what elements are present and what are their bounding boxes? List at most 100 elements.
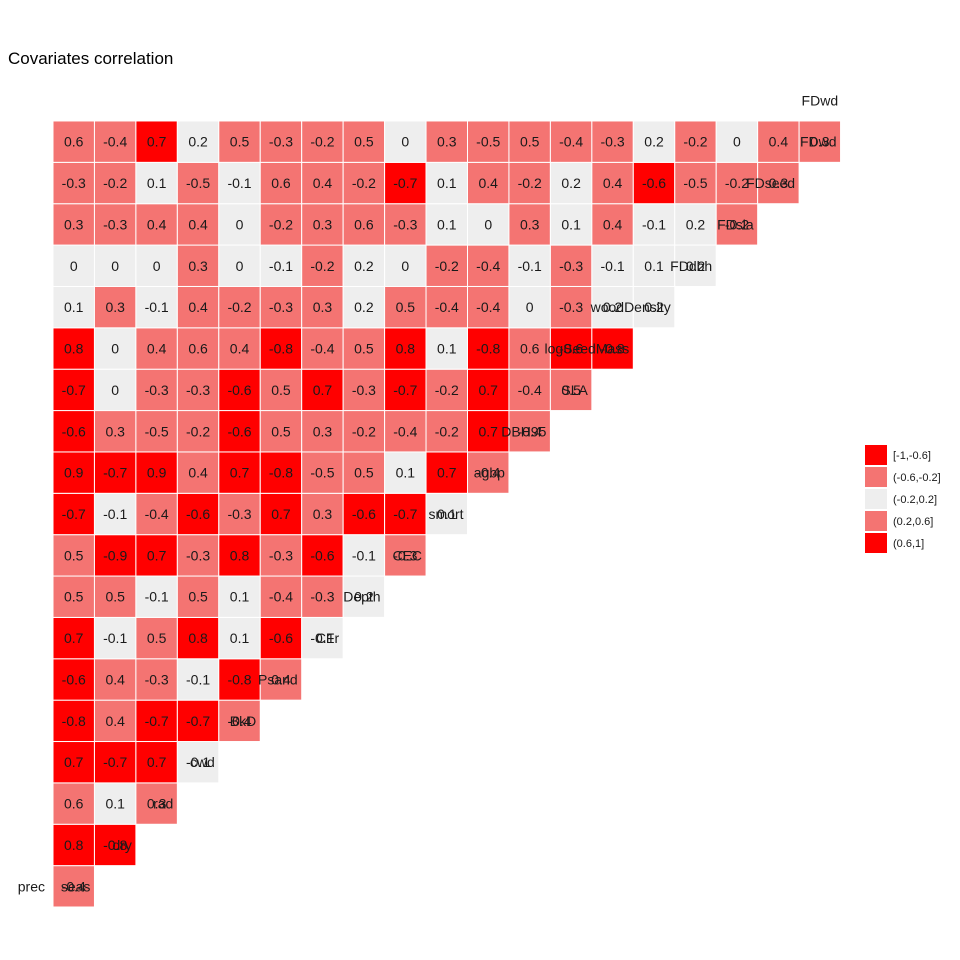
heatmap-cell <box>93 410 137 453</box>
heatmap-cell <box>342 327 386 370</box>
heatmap-cell <box>52 575 95 618</box>
heatmap-cell <box>259 161 303 205</box>
cell-value-label: -0.4 <box>145 506 169 522</box>
cell-value-label: -0.5 <box>476 134 500 150</box>
cell-value-label: 0.4 <box>105 671 125 687</box>
heatmap-cell <box>52 823 95 867</box>
cell-value-label: 0.7 <box>64 630 84 646</box>
cell-value-label: 0.1 <box>230 630 250 646</box>
cell-value-label: -0.8 <box>601 341 625 357</box>
cell-value-label: 0.2 <box>686 258 706 274</box>
cell-value-label: 0.4 <box>769 134 789 150</box>
cell-value-label: -0.2 <box>352 423 376 439</box>
heatmap-cell <box>301 120 344 163</box>
cell-value-label: -0.6 <box>62 671 86 687</box>
heatmap-cell <box>508 203 551 246</box>
cell-value-label: -0.3 <box>393 547 417 563</box>
variable-label: FDwd <box>802 92 839 108</box>
cell-value-label: 0.5 <box>64 589 84 605</box>
cell-value-label: -0.7 <box>62 382 86 398</box>
heatmap-cell <box>259 410 303 453</box>
heatmap-cell <box>342 575 386 618</box>
heatmap-cell <box>218 327 261 370</box>
heatmap-cell <box>218 285 261 329</box>
heatmap-cell <box>425 161 468 205</box>
heatmap-cell <box>93 699 137 743</box>
heatmap-cell <box>301 203 344 246</box>
heatmap-cell <box>342 410 386 453</box>
cell-value-label: 0.1 <box>64 299 84 315</box>
variable-label: Psand <box>258 671 298 687</box>
legend-swatch <box>865 511 887 531</box>
cell-value-label: -0.4 <box>518 382 542 398</box>
cell-value-label: 0.3 <box>520 216 540 232</box>
cell-value-label: 0.4 <box>147 341 167 357</box>
cell-value-label: 0.6 <box>271 175 291 191</box>
cell-value-label: 0.7 <box>437 465 457 481</box>
variable-label: agbp <box>474 465 505 481</box>
cell-value-label: 0.2 <box>354 258 374 274</box>
heatmap-cell <box>135 741 178 784</box>
heatmap-cell <box>52 244 95 287</box>
cell-value-label: 0.9 <box>64 465 84 481</box>
heatmap-cell <box>549 285 593 329</box>
heatmap-cell <box>342 244 386 287</box>
heatmap-cell <box>93 782 137 825</box>
cell-value-label: -0.6 <box>310 547 334 563</box>
cell-value-label: -0.2 <box>725 175 749 191</box>
cell-value-label: -0.6 <box>269 630 293 646</box>
variable-label: Depth <box>343 589 380 605</box>
cell-value-label: 0.2 <box>686 216 706 232</box>
heatmap-cell <box>52 285 95 329</box>
heatmap-cell <box>218 699 261 743</box>
cell-value-label: 0.1 <box>230 589 250 605</box>
cell-value-label: -0.2 <box>310 134 334 150</box>
cell-value-label: -0.7 <box>62 506 86 522</box>
variable-label: rad <box>153 796 173 812</box>
heatmap-cell <box>467 120 510 163</box>
heatmap-cell <box>384 203 427 246</box>
heatmap-cell <box>176 741 220 784</box>
cell-value-label: 0.2 <box>188 134 208 150</box>
cell-value-label: 0.4 <box>188 216 208 232</box>
cell-value-label: -0.4 <box>476 258 500 274</box>
cell-value-label: 0.5 <box>561 382 581 398</box>
cell-value-label: 0.4 <box>188 299 208 315</box>
cell-value-label: 0.8 <box>64 341 84 357</box>
heatmap-cell <box>52 203 95 246</box>
cell-value-label: -0.5 <box>186 175 210 191</box>
cell-value-label: 0.6 <box>188 341 208 357</box>
cell-value-label: 0.4 <box>271 671 291 687</box>
cell-value-label: 0.7 <box>147 754 167 770</box>
cell-value-label: -0.3 <box>145 382 169 398</box>
heatmap-cell <box>798 120 842 163</box>
heatmap-cell <box>176 203 220 246</box>
cell-value-label: -0.3 <box>393 216 417 232</box>
cell-value-label: -0.2 <box>310 258 334 274</box>
cell-value-label: -0.1 <box>227 175 251 191</box>
variable-label: dry <box>112 837 131 853</box>
cell-value-label: -0.3 <box>269 134 293 150</box>
cell-value-label: -0.3 <box>186 547 210 563</box>
heatmap-cell <box>591 327 634 370</box>
heatmap-cell <box>218 120 261 163</box>
legend-label: [-1,-0.6] <box>893 450 931 462</box>
cell-value-label: 0.5 <box>354 134 374 150</box>
cell-value-label: -0.6 <box>227 423 251 439</box>
cell-value-label: 0 <box>401 258 409 274</box>
legend-swatch <box>865 489 887 509</box>
cell-value-label: -0.6 <box>642 175 666 191</box>
cell-value-label: -0.4 <box>518 423 542 439</box>
heatmap-cell <box>508 285 551 329</box>
variable-label: FDsla <box>717 216 754 232</box>
cell-value-label: -0.3 <box>269 299 293 315</box>
heatmap-cell <box>259 575 303 618</box>
cell-value-label: 0.1 <box>105 796 125 812</box>
cell-value-label: 0 <box>111 382 119 398</box>
heatmap-cell <box>384 492 427 536</box>
cell-value-label: -0.6 <box>227 382 251 398</box>
cell-value-label: 0.2 <box>354 589 374 605</box>
variable-label: CFr <box>316 630 340 646</box>
heatmap-cell <box>52 534 95 577</box>
heatmap-cell <box>218 244 261 287</box>
